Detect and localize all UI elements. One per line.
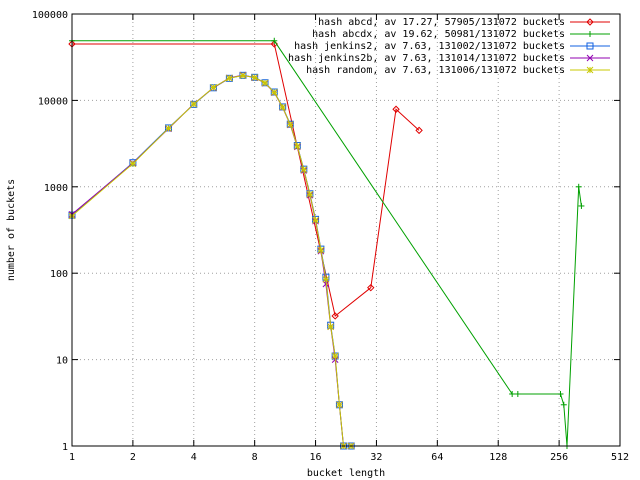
data-point [575,183,582,190]
x-tick-label: 2 [130,452,136,463]
data-point [286,121,294,128]
y-tick-label: 100 [50,269,68,280]
data-point [557,390,564,397]
data-point [293,142,301,150]
legend-label: hash abcdx, av 19.62, 50981/131072 bucke… [312,29,565,40]
x-tick-label: 16 [310,452,322,463]
data-point [226,74,233,82]
legend-label: hash random, av 7.63, 131006/131072 buck… [306,65,565,76]
x-tick-label: 256 [550,452,568,463]
data-point [322,275,330,283]
x-tick-label: 32 [370,452,382,463]
x-axis-label: bucket length [307,468,385,479]
x-tick-label: 8 [252,452,258,463]
data-point [514,390,521,397]
data-point [190,100,198,108]
plot-frame [71,13,621,447]
data-point [560,401,567,408]
data-point [317,246,325,254]
series-line [71,74,352,447]
data-point [331,312,339,320]
data-point [271,37,278,44]
data-point [239,72,247,79]
data-point [129,160,137,168]
data-point [586,42,594,50]
series-5 [68,72,355,450]
grid-lines [72,14,620,446]
x-tick-label: 512 [611,452,629,463]
data-point [251,74,259,81]
data-point [509,390,516,397]
legend: hash abcd, av 17.27, 57905/131072 bucket… [288,17,610,76]
data-point [586,66,594,74]
y-axis-label: number of buckets [6,179,17,281]
data-point [587,31,593,37]
series-2 [69,37,585,449]
legend-label: hash abcd, av 17.27, 57905/131072 bucket… [318,17,565,28]
x-tick-label: 64 [431,452,443,463]
x-tick-label: 1 [69,452,75,463]
legend-label: hash jenkins2, av 7.63, 131002/131072 bu… [294,41,565,52]
y-tick-label: 10000 [38,96,68,107]
data-point [336,401,343,409]
data-point [415,126,423,135]
data-point [392,105,400,113]
data-point [300,166,308,173]
series-3 [68,71,355,450]
y-axis-ticks: 1 10 100 1000 10000 100000 [32,10,620,453]
data-point [578,202,585,209]
series-line [72,43,420,317]
data-point [165,124,172,132]
series-line [71,74,352,447]
data-point [261,79,269,87]
series-4 [68,71,355,450]
y-tick-label: 100000 [32,10,68,21]
y-tick-label: 1 [62,442,68,453]
data-point [270,88,278,96]
x-axis-ticks: 1 2 4 8 16 32 64 128 256 512 [69,14,629,463]
data-point [327,323,335,331]
data-point [279,103,286,111]
data-point [312,216,319,224]
data-point [306,190,314,198]
x-tick-label: 128 [489,452,507,463]
y-tick-label: 10 [56,356,68,367]
data-point [367,283,375,292]
series-1 [68,40,423,320]
legend-label: hash jenkins2b, av 7.63, 131014/131072 b… [288,53,565,64]
series-line [72,40,582,447]
data-point [331,352,339,360]
series-line [71,74,352,447]
data-point [586,18,594,26]
series-group [68,37,585,450]
data-point [210,84,217,91]
x-tick-label: 4 [191,452,197,463]
y-tick-label: 1000 [44,183,68,194]
data-point [586,54,594,62]
